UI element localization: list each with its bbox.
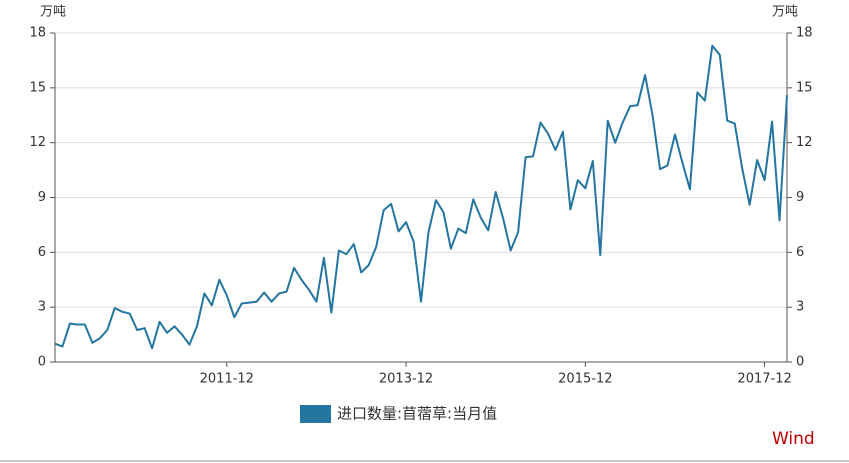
y-tick-label: 9 [38, 190, 46, 205]
y-axis-unit: 万吨 [40, 5, 66, 20]
y-tick-label: 12 [29, 135, 46, 150]
x-tick-label: 2017-12 [737, 372, 791, 387]
y2-tick-label: 9 [796, 190, 804, 205]
y2-tick-label: 6 [796, 245, 804, 260]
y2-axis-unit: 万吨 [772, 5, 798, 20]
legend-label: 进口数量:苜蓿草:当月值 [337, 405, 497, 423]
x-tick-label: 2015-12 [558, 372, 612, 387]
y2-tick-label: 15 [796, 80, 813, 95]
legend-swatch [300, 405, 331, 423]
y2-tick-label: 3 [796, 300, 804, 315]
series-line [54, 44, 788, 350]
y2-tick-label: 18 [796, 26, 813, 41]
y2-tick-label: 0 [796, 355, 804, 370]
y-tick-label: 15 [29, 80, 46, 95]
y-tick-label: 6 [38, 245, 46, 260]
y-tick-label: 18 [29, 26, 46, 41]
x-tick-label: 2011-12 [200, 372, 254, 387]
x-tick-label: 2013-12 [379, 372, 433, 387]
source: Wind [772, 429, 815, 449]
y-tick-label: 0 [38, 355, 46, 370]
y-tick-label: 3 [38, 300, 46, 315]
y2-tick-label: 12 [796, 135, 813, 150]
